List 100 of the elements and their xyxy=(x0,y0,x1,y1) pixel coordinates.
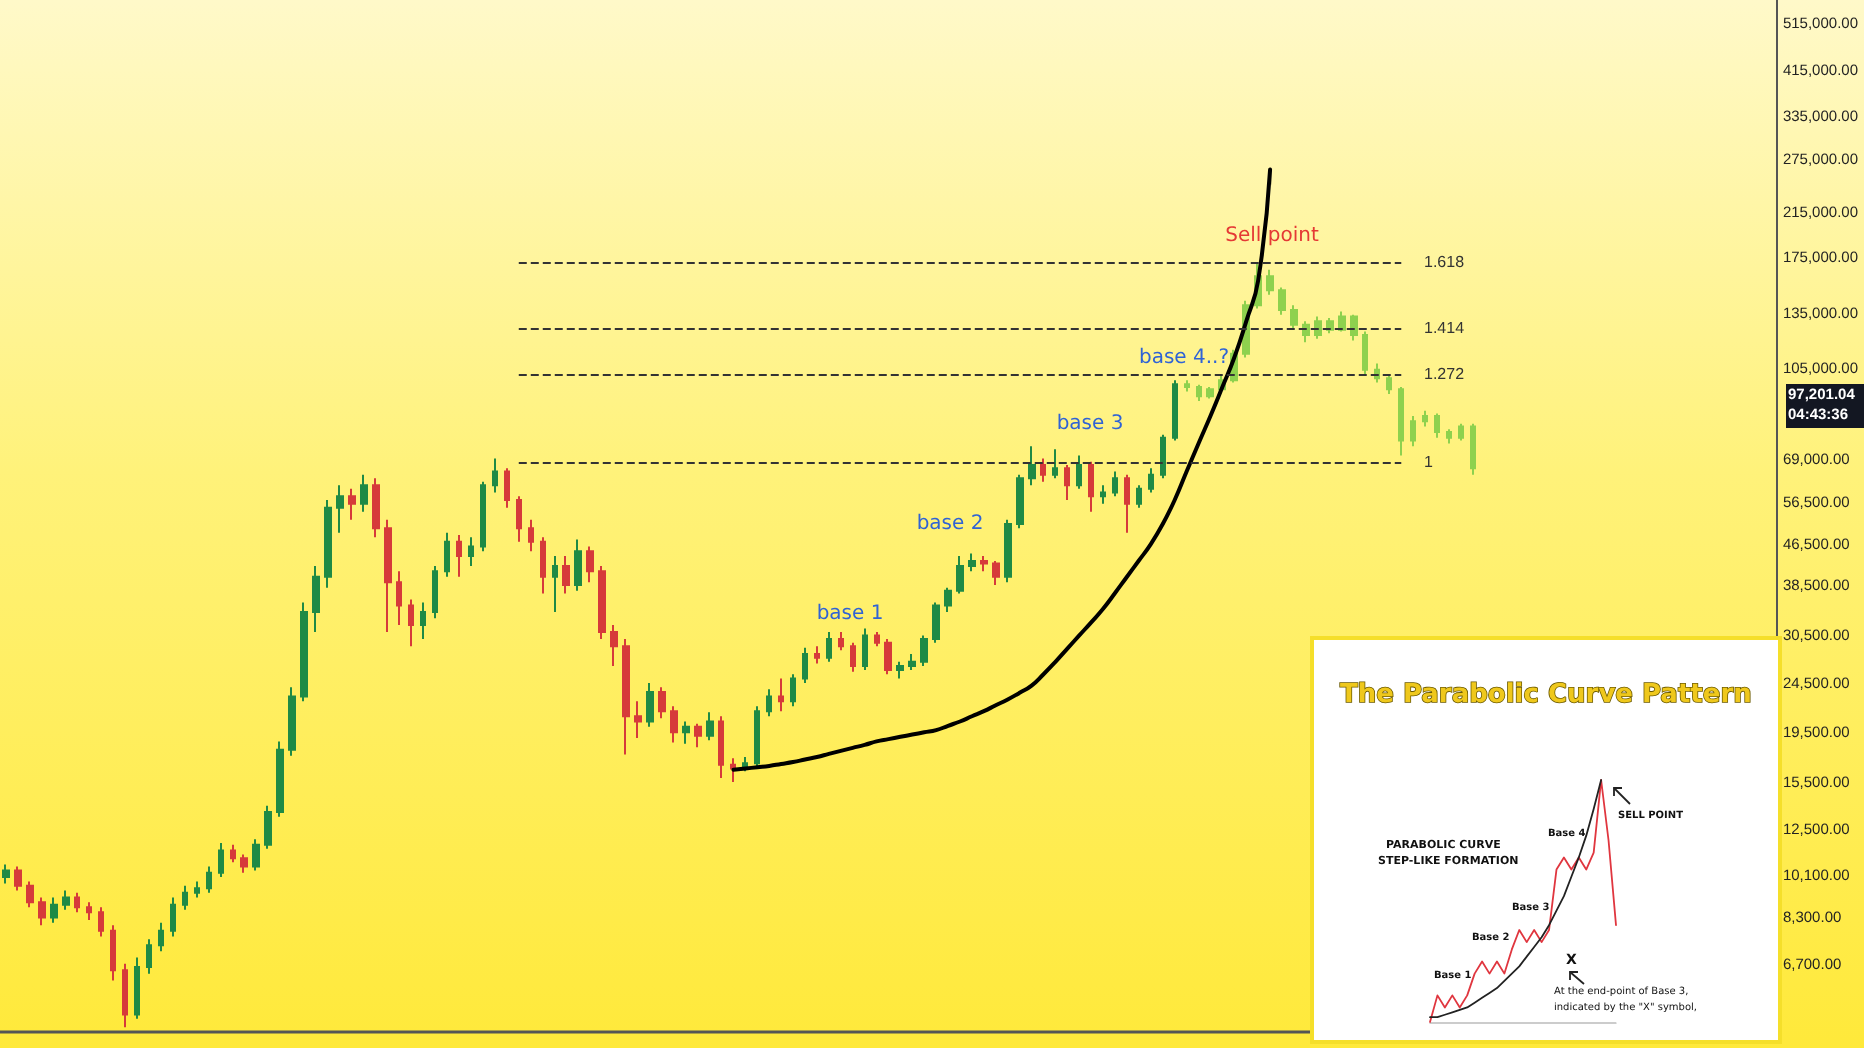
candlestick xyxy=(838,630,844,652)
candlestick xyxy=(1470,422,1476,476)
candlestick xyxy=(1434,412,1440,439)
candlestick xyxy=(194,880,200,899)
candlestick xyxy=(182,884,188,911)
candlestick xyxy=(1338,310,1346,333)
candlestick xyxy=(658,686,666,720)
annotation: base 3 xyxy=(1056,413,1124,435)
candlestick xyxy=(814,645,820,665)
candlestick xyxy=(1184,379,1190,393)
candlestick xyxy=(1136,484,1142,509)
candlestick xyxy=(1196,383,1202,403)
candlestick xyxy=(312,565,320,633)
candlestick xyxy=(158,921,164,953)
candlestick xyxy=(1314,315,1322,340)
candlestick xyxy=(992,560,1000,586)
candlestick xyxy=(574,538,582,592)
candlestick xyxy=(288,686,296,757)
candlestick xyxy=(610,624,618,667)
annotation: 1.618 xyxy=(1424,252,1466,271)
candlestick xyxy=(420,601,426,641)
candlestick xyxy=(468,536,474,568)
candlestick xyxy=(528,518,534,553)
candlestick xyxy=(74,891,80,914)
candlestick xyxy=(372,477,380,539)
candlestick xyxy=(252,838,260,872)
candlestick xyxy=(1362,330,1368,378)
candlestick xyxy=(670,705,678,744)
candlestick xyxy=(932,601,940,644)
candlestick xyxy=(38,896,46,927)
candlestick xyxy=(694,722,702,749)
candlestick xyxy=(540,536,546,595)
candlestick xyxy=(146,938,152,975)
candlestick xyxy=(552,555,558,613)
candlestick xyxy=(1088,460,1094,513)
candlestick xyxy=(396,570,402,627)
annotation: Sell point xyxy=(1225,225,1319,247)
candlestick xyxy=(1266,268,1274,296)
candlestick xyxy=(62,889,70,911)
candlestick xyxy=(218,842,224,879)
candlestick xyxy=(384,518,392,633)
annotation: 1.272 xyxy=(1424,364,1466,383)
candlestick xyxy=(862,627,868,672)
candlestick xyxy=(206,865,212,894)
candlestick xyxy=(1278,286,1286,316)
candlestick xyxy=(874,630,880,648)
candlestick xyxy=(980,555,988,573)
candlestick xyxy=(682,720,690,745)
candlestick xyxy=(1446,428,1452,445)
candlestick xyxy=(718,715,724,779)
candlestick xyxy=(1290,304,1298,331)
candlestick xyxy=(646,681,654,728)
candlestick xyxy=(968,552,976,573)
candlestick xyxy=(1206,386,1214,400)
candlestick xyxy=(50,896,58,924)
candlestick xyxy=(26,880,34,909)
candlestick xyxy=(1172,379,1178,442)
candlestick xyxy=(1386,372,1392,395)
candlestick xyxy=(598,565,606,641)
candlestick xyxy=(86,901,92,922)
candlestick xyxy=(850,641,856,673)
annotation: 1.414 xyxy=(1424,319,1466,338)
candlestick xyxy=(480,480,486,553)
candlestick xyxy=(240,853,248,874)
candlestick xyxy=(1016,473,1024,530)
candlestick xyxy=(1160,433,1166,480)
annotation: base 1 xyxy=(816,603,884,625)
candlestick xyxy=(516,495,522,543)
candlestick xyxy=(1458,422,1464,442)
candlestick xyxy=(1064,463,1070,501)
candlestick xyxy=(562,555,570,595)
candlestick xyxy=(264,804,272,850)
candlestick xyxy=(754,705,760,767)
candlestick xyxy=(1124,473,1130,534)
candlestick xyxy=(1148,467,1154,494)
chart-title: The Parabolic Curve Pattern xyxy=(1340,680,1752,710)
candlestick xyxy=(122,962,128,1029)
candlestick xyxy=(324,498,332,589)
candlestick xyxy=(1398,386,1404,457)
candlestick xyxy=(1076,454,1082,490)
candlestick xyxy=(802,646,808,684)
annotation: base 2 xyxy=(916,513,984,535)
line-series xyxy=(731,167,1273,772)
candlestick xyxy=(276,740,284,818)
annotation: base 4..? xyxy=(1138,347,1230,369)
candlestick xyxy=(778,677,784,713)
candlestick xyxy=(908,652,916,672)
candlestick xyxy=(896,660,904,680)
candlestick xyxy=(622,638,630,756)
candlestick xyxy=(1100,484,1106,505)
candlestick xyxy=(826,630,832,663)
candlestick xyxy=(1052,448,1058,480)
candlestick xyxy=(1112,470,1118,498)
candlestick xyxy=(944,586,952,613)
candlestick xyxy=(360,473,368,513)
candlestick xyxy=(956,555,964,595)
candlestick xyxy=(444,531,450,578)
candlestick xyxy=(492,457,498,494)
candlestick xyxy=(456,533,462,578)
candlestick xyxy=(348,487,356,521)
